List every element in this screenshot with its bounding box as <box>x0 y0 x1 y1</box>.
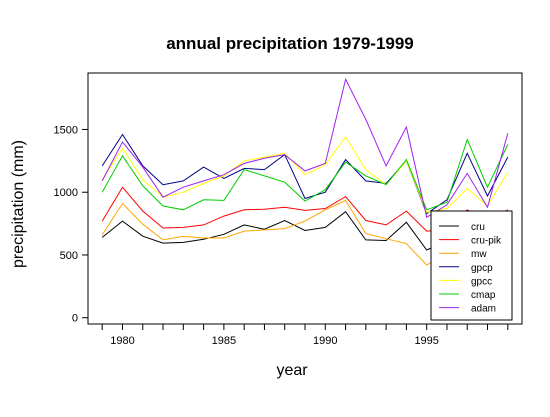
series-line-adam <box>101 77 509 219</box>
y-tick-label: 1000 <box>54 187 78 199</box>
x-axis-label: year <box>276 362 308 379</box>
legend-label-gpcp: gpcp <box>471 263 493 274</box>
series-line-gpcc <box>101 136 509 213</box>
legend-label-gpcc: gpcc <box>471 276 492 287</box>
y-tick-label: 500 <box>60 250 78 262</box>
legend-label-cru: cru <box>471 222 485 233</box>
y-tick-label: 1500 <box>54 124 78 136</box>
y-axis-label: precipitation (mm) <box>10 140 27 268</box>
y-tick-label: 0 <box>72 313 78 325</box>
x-tick-label: 1990 <box>313 335 337 347</box>
legend-label-adam: adam <box>471 304 496 315</box>
x-tick-label: 1985 <box>212 335 236 347</box>
x-tick-label: 1980 <box>110 335 134 347</box>
legend-box <box>430 210 513 321</box>
legend-label-mw: mw <box>471 249 487 260</box>
series-line-cmap <box>101 138 509 211</box>
legend-label-cru-pik: cru-pik <box>471 236 502 247</box>
axes: 1980 1985 1990 1995 0 500 1000 1500 <box>54 72 523 347</box>
legend: cru cru-pik mw gpcp gpcc cmap adam <box>430 210 513 321</box>
x-tick-label: 1995 <box>414 335 438 347</box>
chart-title: annual precipitation 1979-1999 <box>166 34 414 53</box>
legend-label-cmap: cmap <box>471 290 496 301</box>
